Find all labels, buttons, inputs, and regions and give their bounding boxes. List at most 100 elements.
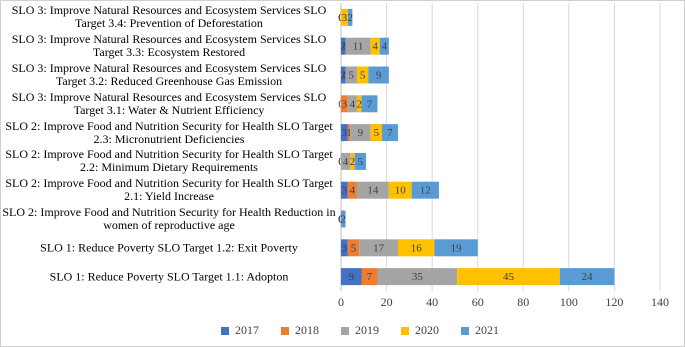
- bar-segment: [341, 210, 346, 228]
- legend-label: 2019: [355, 323, 379, 337]
- bar-segment: [341, 124, 348, 142]
- legend-swatch: [461, 327, 469, 335]
- data-label: 9: [358, 127, 364, 139]
- data-label: 3: [342, 242, 348, 254]
- category-label: SLO 2: Improve Food and Nutrition Securi…: [5, 176, 333, 204]
- data-label: 7: [367, 271, 373, 283]
- category-label: SLO 2: Improve Food and Nutrition Securi…: [5, 147, 333, 175]
- data-label: 3: [342, 185, 348, 197]
- legend-swatch: [221, 327, 229, 335]
- bar-segment: [341, 66, 346, 84]
- category-label: SLO 2: Improve Food and Nutrition Securi…: [2, 205, 336, 232]
- data-label: 12: [420, 185, 431, 197]
- x-tick-label: 80: [517, 295, 529, 309]
- bar-segment: [382, 124, 398, 142]
- x-tick-label: 100: [560, 295, 578, 309]
- bar-segment: [377, 268, 458, 286]
- bar-segment: [350, 124, 371, 142]
- bar-segment: [347, 8, 353, 26]
- data-label: 17: [373, 242, 385, 254]
- data-label: 10: [395, 185, 407, 197]
- bar-segment: [347, 239, 360, 257]
- legend-label: 2020: [415, 323, 439, 337]
- x-tick-label: 140: [651, 295, 669, 309]
- bar-segment: [379, 37, 389, 55]
- data-label: 4: [343, 156, 349, 168]
- data-label: 24: [582, 271, 594, 283]
- bar-segment: [341, 239, 348, 257]
- bar-segment: [361, 95, 378, 113]
- legend-swatch: [281, 327, 289, 335]
- data-label: 3: [342, 12, 348, 24]
- bar-segment: [347, 181, 357, 199]
- bar-segment: [356, 181, 389, 199]
- category-label: SLO 1: Reduce Poverty SLO Target 1.1: Ad…: [49, 269, 289, 284]
- legend-label: 2021: [475, 323, 499, 337]
- data-label: 2: [341, 41, 347, 53]
- data-label: 4: [372, 41, 378, 53]
- bar-segment: [411, 181, 439, 199]
- bar-segment: [341, 268, 362, 286]
- bar-segment: [350, 152, 355, 170]
- data-label: 16: [411, 242, 423, 254]
- data-label: 9: [349, 271, 355, 283]
- category-label: SLO 3: Improve Natural Resources and Eco…: [11, 3, 327, 31]
- bar-segment: [457, 268, 560, 286]
- legend-swatch: [401, 327, 409, 335]
- x-tick-label: 0: [338, 295, 344, 309]
- data-label: 14: [367, 185, 379, 197]
- data-label: 5: [351, 242, 357, 254]
- data-label: 5: [360, 70, 366, 82]
- data-label: 35: [412, 271, 424, 283]
- legend-label: 2017: [235, 323, 259, 337]
- bar-segment: [370, 37, 380, 55]
- bar-segment: [347, 95, 357, 113]
- legend-swatch: [341, 327, 349, 335]
- data-label: 5: [358, 156, 364, 168]
- bar-segment: [361, 268, 378, 286]
- bar-segment: [345, 66, 357, 84]
- data-label: 2: [347, 12, 353, 24]
- category-label: SLO 3: Improve Natural Resources and Eco…: [11, 32, 327, 60]
- data-label: 9: [376, 70, 382, 82]
- legend-label: 2018: [295, 323, 319, 337]
- bar-segment: [341, 37, 346, 55]
- bar-segment: [370, 124, 383, 142]
- data-label: 4: [382, 41, 388, 53]
- data-label: 1: [346, 127, 352, 139]
- category-label: SLO 3: Improve Natural Resources and Eco…: [11, 89, 327, 117]
- data-label: 4: [350, 185, 356, 197]
- bar-segment: [341, 152, 351, 170]
- data-label: 2: [356, 98, 362, 110]
- bar-segment: [388, 181, 412, 199]
- data-label: 19: [451, 242, 463, 254]
- bar-segment: [341, 95, 348, 113]
- x-tick-label: 20: [381, 295, 393, 309]
- data-label: 11: [353, 41, 364, 53]
- bar-segment: [356, 66, 369, 84]
- data-label: 2: [341, 214, 347, 226]
- data-label: 2: [341, 70, 347, 82]
- bar-segment: [359, 239, 398, 257]
- category-label: SLO 1: Reduce Poverty SLO Target 1.2: Ex…: [40, 240, 298, 255]
- bar-segment: [341, 8, 348, 26]
- data-label: 5: [374, 127, 380, 139]
- category-label: SLO 3: Improve Natural Resources and Eco…: [11, 61, 327, 88]
- bar-segment: [559, 268, 615, 286]
- data-label: 4: [350, 98, 356, 110]
- data-label: 7: [387, 127, 393, 139]
- bar-segment: [354, 152, 367, 170]
- bar-segment: [345, 37, 371, 55]
- data-label: 3: [342, 98, 348, 110]
- data-label: 45: [503, 271, 515, 283]
- x-tick-label: 40: [426, 295, 438, 309]
- bar-segment: [434, 239, 478, 257]
- bar-segment: [347, 124, 351, 142]
- bar-segment: [397, 239, 435, 257]
- bar-segment: [341, 181, 348, 199]
- x-tick-label: 60: [472, 295, 484, 309]
- bar-segment: [368, 66, 389, 84]
- category-label: SLO 2: Improve Food and Nutrition Securi…: [5, 118, 333, 146]
